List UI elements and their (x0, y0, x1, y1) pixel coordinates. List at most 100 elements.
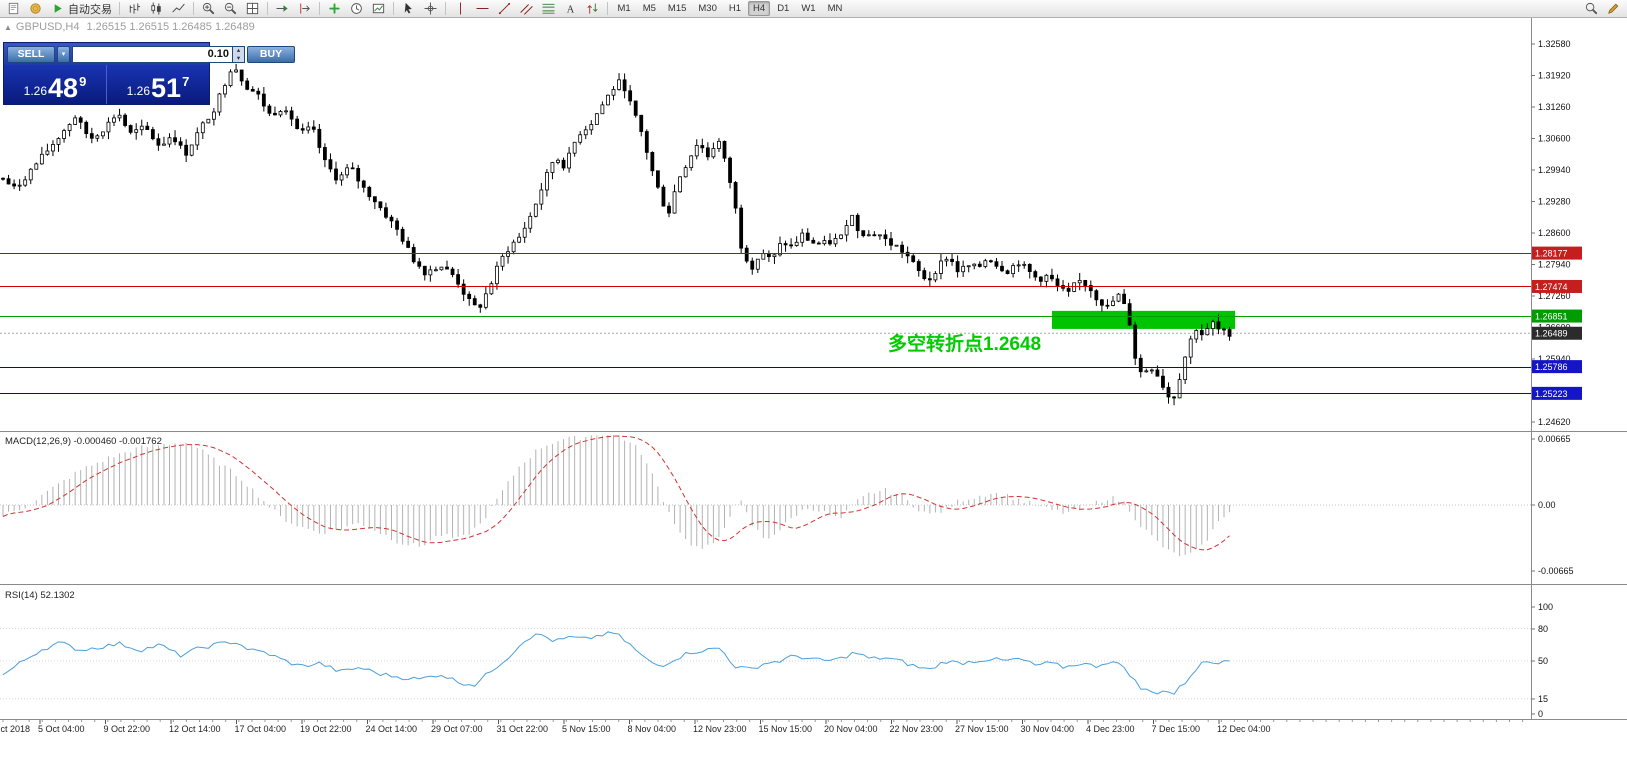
time-axis-label: 8 Nov 04:00 (628, 724, 677, 734)
volume-stepper: ▴ ▾ (72, 45, 245, 63)
candle-body (261, 93, 266, 107)
buy-price[interactable]: 1.26 51 7 (107, 65, 209, 104)
candle-body (717, 140, 721, 149)
cursor-icon[interactable] (398, 1, 419, 17)
candle-body (556, 159, 560, 163)
fibonacci-icon[interactable] (538, 1, 559, 17)
channel-icon[interactable] (516, 1, 537, 17)
price-badge-label: 1.26489 (1535, 329, 1568, 339)
candle-body (95, 135, 100, 139)
candle-body (622, 79, 627, 92)
candle-body (1122, 293, 1126, 305)
chart-shift-icon[interactable] (294, 1, 315, 17)
new-order-button[interactable] (3, 1, 24, 17)
horizontal-line-icon[interactable] (472, 1, 493, 17)
trendline-icon[interactable] (494, 1, 515, 17)
candle-body (345, 167, 350, 176)
candle-body (922, 270, 927, 280)
zoom-out-icon[interactable] (220, 1, 241, 17)
svg-text:-0.00665: -0.00665 (1538, 566, 1574, 576)
candle-body (955, 261, 960, 273)
sell-button[interactable]: SELL (7, 45, 55, 63)
volume-input[interactable] (72, 45, 233, 63)
candle-body (245, 80, 250, 90)
channel-glyph (520, 4, 533, 15)
timeframe-m30-button[interactable]: M30 (693, 1, 721, 16)
crosshair-icon[interactable] (420, 1, 441, 17)
arrows-icon[interactable] (582, 1, 603, 17)
candle-body (800, 232, 805, 243)
candle-body (395, 220, 399, 230)
candle-body (1100, 299, 1104, 306)
buy-price-big: 51 (151, 73, 182, 103)
candle-body (789, 244, 793, 247)
candle-body (911, 255, 916, 262)
indicators-icon[interactable] (324, 1, 345, 17)
horizontal-lines[interactable] (0, 253, 1531, 394)
templates-icon[interactable] (368, 1, 389, 17)
accounts-icon[interactable] (25, 1, 46, 17)
volume-down-icon[interactable]: ▾ (236, 54, 241, 62)
edit-icon[interactable] (1603, 1, 1624, 17)
time-axis[interactable]: 1 Oct 2018 5 Oct 04:00 9 Oct 22:00 12 Oct 1… (0, 720, 1524, 734)
vertical-line-icon[interactable] (450, 1, 471, 17)
toolbar-separator (267, 2, 268, 15)
svg-text:1.29940: 1.29940 (1538, 165, 1571, 175)
bar-chart-icon[interactable] (124, 1, 145, 17)
candle-body (439, 266, 444, 271)
candle-body (650, 152, 655, 172)
sell-price-big: 48 (48, 73, 79, 103)
zoom-in-icon[interactable] (198, 1, 219, 17)
sell-price[interactable]: 1.26 48 9 (4, 65, 106, 104)
buy-button[interactable]: BUY (247, 45, 295, 63)
candle-body (311, 126, 316, 130)
search-icon[interactable] (1581, 1, 1602, 17)
candlestick-chart-icon[interactable] (146, 1, 167, 17)
candle-body (977, 263, 982, 267)
volume-up-icon[interactable]: ▴ (236, 46, 241, 54)
collapse-panel-icon[interactable]: ▲ (4, 23, 12, 32)
svg-text:1.31260: 1.31260 (1538, 102, 1571, 112)
buy-price-sup: 7 (182, 74, 190, 89)
candle-body (112, 117, 116, 123)
auto-scroll-icon[interactable] (272, 1, 293, 17)
timeframe-m5-button[interactable]: M5 (638, 1, 661, 16)
candle-body (1149, 369, 1154, 372)
pencil-glyph (1608, 3, 1619, 14)
candle-body (794, 241, 799, 246)
linechart-glyph (172, 3, 185, 13)
time-axis-label: 22 Nov 23:00 (890, 724, 944, 734)
candle-body (916, 261, 921, 272)
candle-body (572, 141, 577, 154)
candle-body (350, 167, 355, 170)
candle-body (1116, 293, 1121, 302)
sell-dropdown-icon[interactable]: ▾ (57, 45, 70, 63)
text-icon[interactable]: A (560, 1, 581, 17)
candle-body (306, 126, 311, 131)
candle-body (417, 261, 422, 267)
periods-icon[interactable] (346, 1, 367, 17)
candle-body (683, 167, 688, 178)
svg-text:1.24620: 1.24620 (1538, 417, 1571, 427)
time-axis-label: 12 Dec 04:00 (1217, 724, 1271, 734)
autotrading-button[interactable]: 自动交易 (47, 1, 115, 17)
line-chart-icon[interactable] (168, 1, 189, 17)
chart-frame (0, 18, 1627, 720)
candlestick-series (1, 63, 1232, 406)
candle-body (250, 88, 255, 92)
candle-body (67, 124, 72, 131)
timeframe-h1-button[interactable]: H1 (724, 1, 746, 16)
timeframe-m15-button[interactable]: M15 (663, 1, 691, 16)
candle-body (134, 129, 139, 133)
highlight-rectangle[interactable] (1051, 310, 1236, 329)
time-axis-label: 9 Oct 22:00 (104, 724, 151, 734)
candle-body (711, 148, 716, 158)
candle-body (1088, 285, 1093, 292)
timeframe-w1-button[interactable]: W1 (796, 1, 820, 16)
timeframe-h4-button[interactable]: H4 (748, 1, 771, 16)
timeframe-d1-button[interactable]: D1 (772, 1, 794, 16)
timeframe-m1-button[interactable]: M1 (613, 1, 636, 16)
timeframe-mn-button[interactable]: MN (823, 1, 848, 16)
tile-windows-icon[interactable] (242, 1, 263, 17)
candle-body (545, 172, 549, 191)
